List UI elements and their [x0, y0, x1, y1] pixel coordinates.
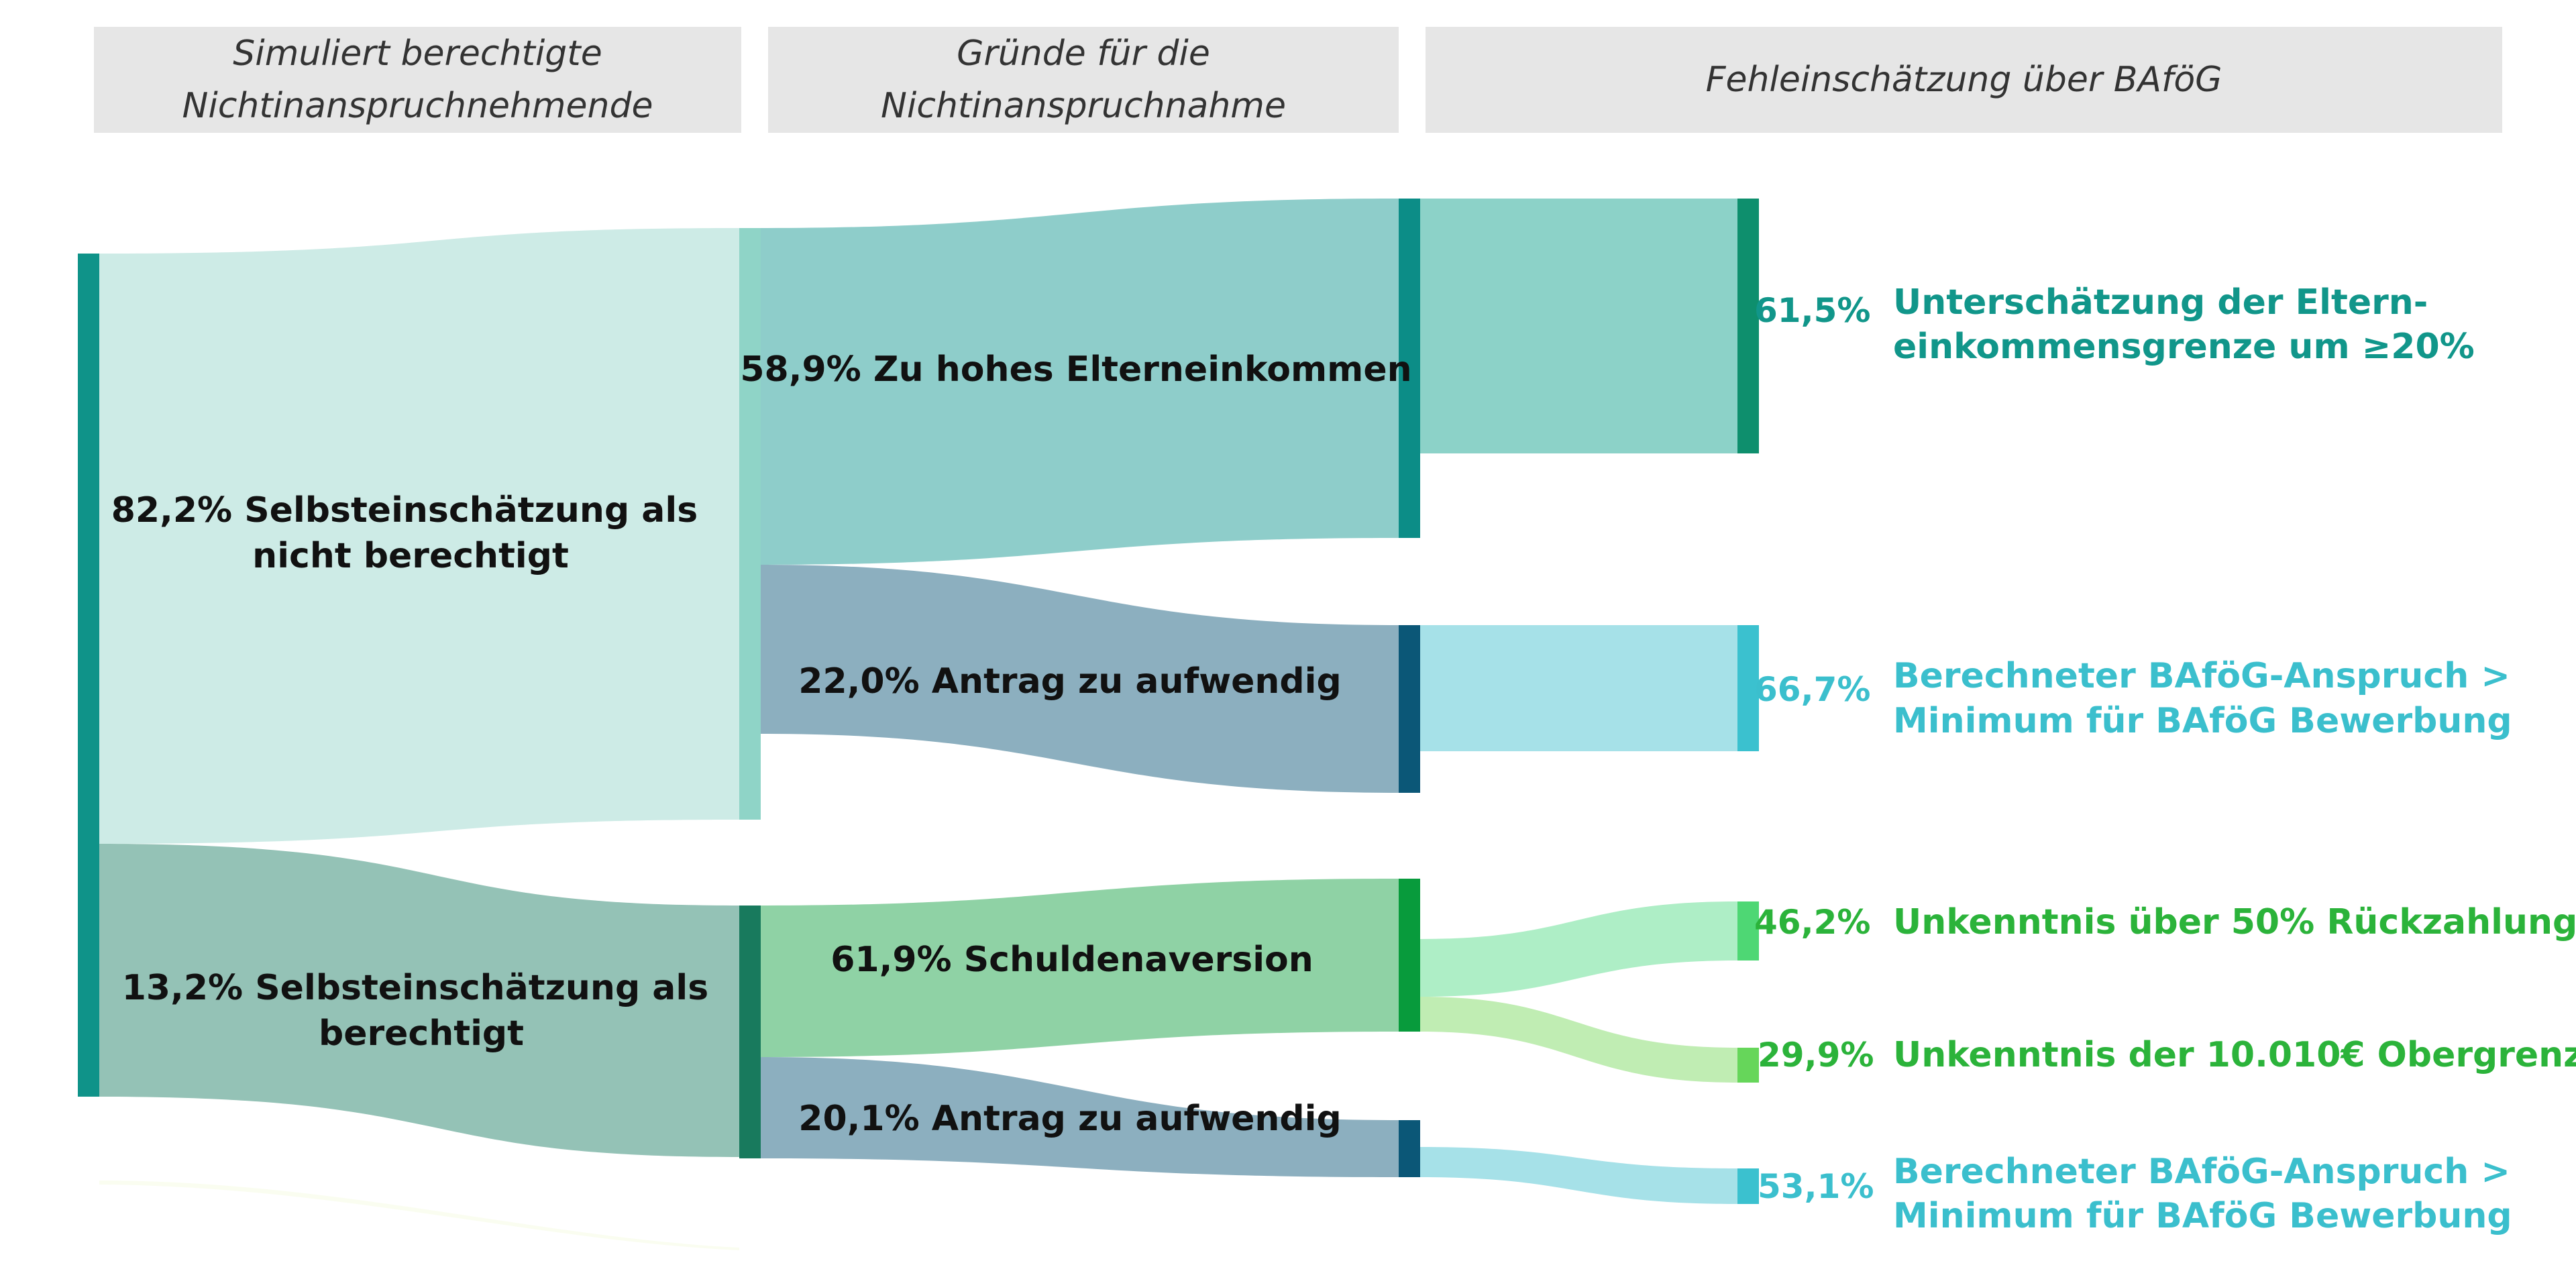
pct-rueckzahlung: 46,2%	[1754, 903, 1870, 942]
node-berechneter-2	[1737, 1168, 1759, 1204]
flow-selbst-berechtigt	[99, 844, 739, 1157]
header-gruende-line1: Gründe für die	[957, 34, 1210, 74]
flow-schulden	[761, 879, 1399, 1057]
node-antrag-2	[1399, 1120, 1420, 1177]
label-selbst-berechtigt-line1: 13,2% Selbsteinschätzung als	[122, 968, 708, 1008]
label-selbst-berechtigt-line2: berechtigt	[319, 1013, 524, 1054]
pct-berechneter-2: 53,1%	[1758, 1167, 1874, 1206]
pct-obergrenze: 29,9%	[1758, 1036, 1874, 1075]
label-eltern: 58,9% Zu hohes Elterneinkommen	[740, 349, 1411, 390]
node-eltern	[1399, 199, 1420, 538]
label-selbst-berechtigt: 13,2% Selbsteinschätzung als berechtigt	[122, 968, 721, 1054]
label-berechneter-2-line1: Berechneter BAföG-Anspruch >	[1893, 1152, 2510, 1192]
label-berechneter-1: Berechneter BAföG-Anspruch > Minimum für…	[1893, 656, 2522, 741]
label-unterschaetzung: Unterschätzung der Eltern- einkommensgre…	[1893, 282, 2475, 367]
node-schulden	[1399, 879, 1420, 1032]
header-gruende-line2: Nichtinanspruchnahme	[881, 86, 1286, 126]
header-fehleinschaetzung: Fehleinschätzung über BAföG	[1426, 27, 2502, 133]
label-obergrenze: Unkenntnis der 10.010€ Obergrenze	[1893, 1035, 2576, 1075]
label-selbst-nicht-line2: nicht berechtigt	[252, 536, 569, 576]
node-berechneter-1	[1737, 625, 1759, 751]
flow-antrag-1	[761, 565, 1399, 793]
pct-berechneter-1: 66,7%	[1754, 670, 1870, 709]
flow-unterschaetzung	[1420, 199, 1737, 453]
node-root	[78, 254, 99, 1097]
label-antrag-2: 20,1% Antrag zu aufwendig	[798, 1099, 1341, 1139]
header-simuliert: Simuliert berechtigte Nichtinanspruchneh…	[94, 27, 741, 133]
header-fehleinschaetzung-text: Fehleinschätzung über BAföG	[1705, 60, 2222, 100]
label-berechneter-1-line1: Berechneter BAföG-Anspruch >	[1893, 656, 2510, 696]
flow-rueckzahlung	[1420, 901, 1737, 997]
flow-obergrenze	[1420, 997, 1737, 1083]
header-simuliert-line2: Nichtinanspruchnehmende	[182, 86, 653, 126]
node-selbst-berechtigt	[739, 906, 761, 1158]
header-simuliert-line1: Simuliert berechtigte	[233, 34, 602, 74]
label-antrag-1: 22,0% Antrag zu aufwendig	[798, 661, 1341, 702]
label-berechneter-2: Berechneter BAföG-Anspruch > Minimum für…	[1893, 1152, 2522, 1236]
label-unterschaetzung-line1: Unterschätzung der Eltern-	[1893, 282, 2428, 323]
label-schulden: 61,9% Schuldenaversion	[830, 940, 1313, 980]
flow-eltern	[761, 199, 1399, 565]
label-unterschaetzung-line2: einkommensgrenze um ≥20%	[1893, 327, 2475, 367]
node-selbst-nicht	[739, 228, 761, 820]
label-selbst-nicht: 82,2% Selbsteinschätzung als nicht berec…	[111, 490, 710, 576]
flow-selbst-nicht	[99, 228, 739, 844]
label-selbst-nicht-line1: 82,2% Selbsteinschätzung als	[111, 490, 698, 531]
node-rueckzahlung	[1737, 901, 1759, 961]
flow-faint-residual	[99, 1181, 739, 1250]
header-gruende: Gründe für die Nichtinanspruchnahme	[768, 27, 1399, 133]
label-berechneter-1-line2: Minimum für BAföG Bewerbung	[1893, 701, 2512, 741]
node-antrag-1	[1399, 625, 1420, 793]
flow-antrag-2	[761, 1057, 1399, 1177]
label-rueckzahlung: Unkenntnis über 50% Rückzahlung	[1893, 902, 2576, 942]
node-unterschaetzung	[1737, 199, 1759, 453]
node-obergrenze	[1737, 1048, 1759, 1083]
label-berechneter-2-line2: Minimum für BAföG Bewerbung	[1893, 1196, 2512, 1236]
pct-unterschaetzung: 61,5%	[1754, 291, 1870, 330]
flow-berechneter-1	[1420, 625, 1737, 751]
flow-berechneter-2	[1420, 1147, 1737, 1204]
